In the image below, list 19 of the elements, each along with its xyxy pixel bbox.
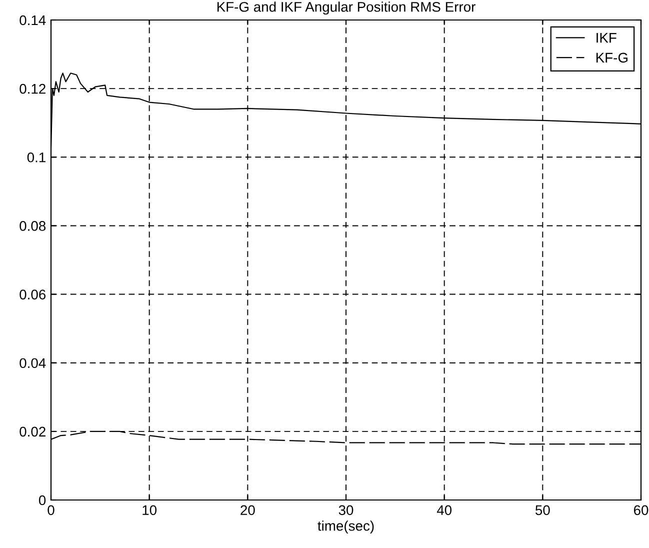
x-tick-label: 20	[240, 505, 255, 516]
y-tick-label: 0.1	[27, 152, 46, 162]
y-tick-label: 0.12	[20, 84, 46, 94]
legend-label: IKF	[596, 33, 616, 43]
chart-title: KF-G and IKF Angular Position RMS Error	[217, 2, 476, 15]
x-tick-label: 60	[634, 505, 648, 516]
x-axis-title: time(sec)	[318, 520, 374, 534]
x-tick-label: 30	[338, 505, 354, 516]
y-tick-label: 0.08	[20, 221, 46, 231]
x-tick-label: 10	[142, 505, 157, 516]
y-tick-label: 0.02	[20, 426, 46, 437]
x-tick-label: 50	[536, 505, 550, 516]
x-tick-label: 40	[436, 505, 452, 516]
y-tick-label: 0	[38, 495, 46, 506]
x-tick-label: 0	[48, 505, 54, 516]
y-tick-label: 0.06	[20, 290, 46, 300]
y-tick-label: 0.14	[20, 15, 46, 26]
y-tick-label: 0.04	[20, 358, 46, 368]
legend-label: KF-G	[596, 52, 628, 63]
